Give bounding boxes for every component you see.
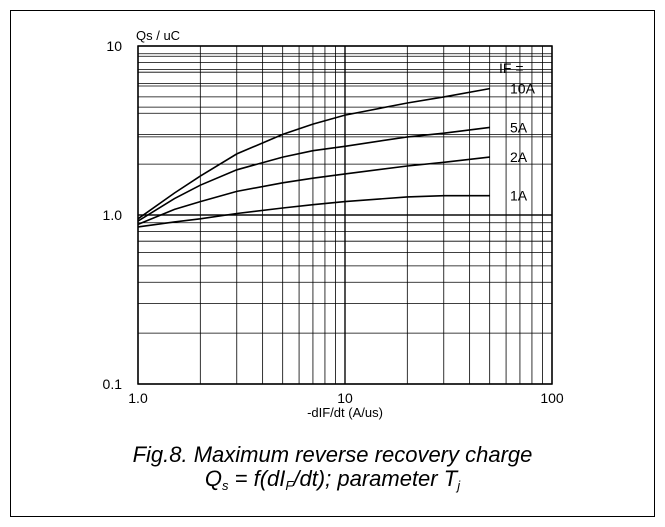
series-line-5A	[137, 126, 490, 222]
series-line-2A	[137, 156, 490, 226]
plot-area	[137, 45, 553, 385]
x-axis-label: -dIF/dt (A/us)	[307, 405, 383, 420]
legend-label-1A: 1A	[510, 188, 528, 204]
y-tick-label: 1.0	[103, 207, 123, 223]
legend-label-10A: 10A	[510, 81, 536, 97]
chart: 1.0 10 100 0.1 1.0 10 IF = 10A 5A 2A 1A Qs / uC -…	[103, 28, 564, 420]
legend-title: IF =	[499, 60, 524, 76]
chart-grid	[137, 45, 553, 385]
y-tick-label: 0.1	[103, 376, 123, 392]
figure-frame	[10, 10, 655, 517]
legend-label-5A: 5A	[510, 119, 528, 135]
x-tick-label: 100	[540, 390, 564, 406]
figure-caption: Fig.8. Maximum reverse recovery charge Q…	[0, 442, 665, 493]
caption-line-2: Qs = f(dIF/dt); parameter Tj	[204, 466, 461, 493]
legend-label-2A: 2A	[510, 149, 528, 165]
y-tick-label: 10	[106, 38, 122, 54]
x-tick-label: 1.0	[128, 390, 148, 406]
series-lines	[137, 87, 490, 228]
y-axis-label: Qs / uC	[136, 28, 180, 43]
series-line-1A	[137, 194, 490, 228]
series-line-10A	[137, 87, 490, 220]
legend: IF = 10A 5A 2A 1A	[499, 60, 536, 204]
tick-labels: 1.0 10 100 0.1 1.0 10	[103, 38, 564, 406]
x-tick-label: 10	[337, 390, 353, 406]
caption-line-1: Fig.8. Maximum reverse recovery charge	[132, 442, 533, 467]
